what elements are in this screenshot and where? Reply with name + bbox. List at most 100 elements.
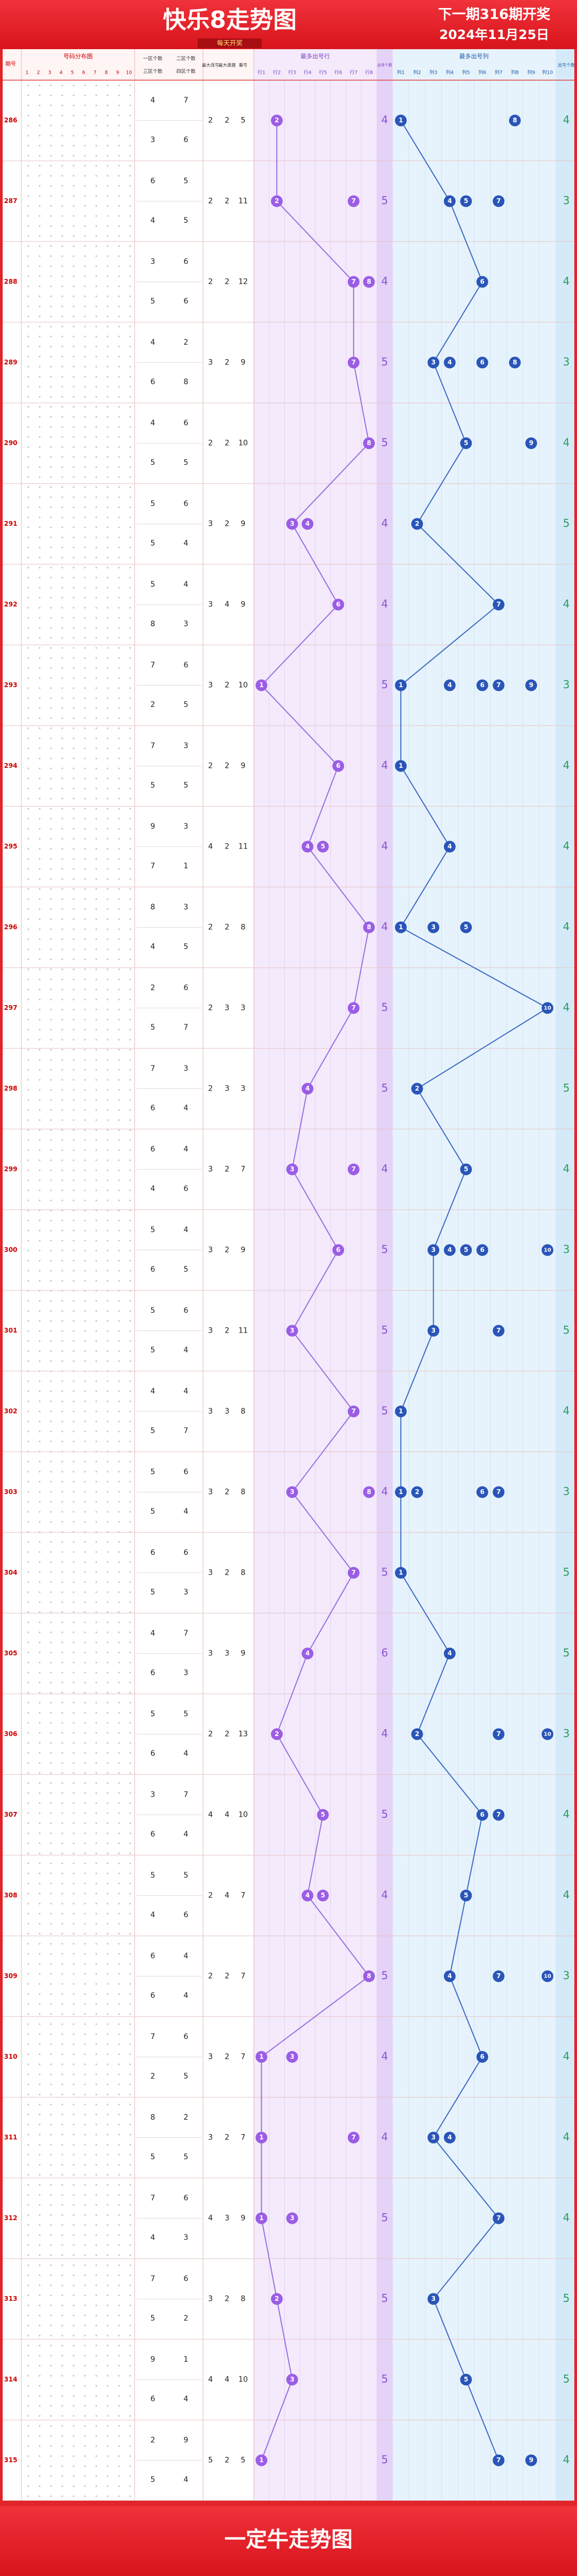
zone-count: 4 xyxy=(184,1991,189,2000)
zone-count: 4 xyxy=(151,1185,155,1193)
col-hit-label: 1 xyxy=(399,1488,403,1496)
col-count: 4 xyxy=(563,920,570,933)
row-count: 5 xyxy=(381,1001,388,1014)
row-hit-label: 4 xyxy=(305,1649,309,1657)
col-count: 4 xyxy=(563,1162,570,1175)
row-count: 5 xyxy=(381,194,388,207)
row-hit xyxy=(255,2131,268,2144)
col-count: 4 xyxy=(563,759,570,772)
row-hit-label: 7 xyxy=(352,1004,356,1011)
col-hit-label: 10 xyxy=(544,1006,551,1011)
zone-count: 6 xyxy=(184,258,189,266)
stat: 9 xyxy=(241,2214,246,2223)
col-hit-label: 3 xyxy=(431,1327,435,1334)
zone-count: 5 xyxy=(184,701,189,709)
col-hit-label: 1 xyxy=(399,1569,403,1576)
row-hit xyxy=(286,2373,298,2386)
stat: 3 xyxy=(208,2134,213,2142)
zone-count: 7 xyxy=(151,862,155,870)
row-hit-label: 7 xyxy=(352,278,356,285)
zone-count: 5 xyxy=(151,1507,155,1516)
row-count: 4 xyxy=(381,759,388,772)
col-hit xyxy=(476,679,488,691)
stat: 3 xyxy=(208,1246,213,1255)
col-hit-label: 2 xyxy=(415,1085,419,1092)
zone-count: 4 xyxy=(184,1507,189,1516)
column-header: 2 xyxy=(37,71,40,76)
stat: 2 xyxy=(225,2053,230,2061)
col-hit-label: 9 xyxy=(529,681,533,689)
col-hit-label: 4 xyxy=(448,2134,452,2141)
stat: 3 xyxy=(208,359,213,367)
stat: 10 xyxy=(238,681,248,690)
col-hit xyxy=(493,195,505,207)
stat: 3 xyxy=(208,1165,213,1174)
row-hit xyxy=(363,437,375,449)
zone-count: 4 xyxy=(151,1387,155,1396)
col-hit xyxy=(460,437,472,449)
row-count: 5 xyxy=(381,355,388,368)
stat: 13 xyxy=(238,1730,248,1739)
col-count: 4 xyxy=(563,2453,570,2466)
zone-count: 3 xyxy=(184,1064,189,1073)
row-hit-label: 3 xyxy=(290,2053,294,2060)
row-hit xyxy=(301,1083,314,1095)
col-hit xyxy=(395,679,407,691)
stat: 2 xyxy=(225,1972,230,1981)
row-hit-label: 2 xyxy=(275,116,279,124)
col-count: 3 xyxy=(563,1485,570,1498)
stat: 3 xyxy=(241,1085,246,1093)
stat: 2 xyxy=(208,116,213,125)
zone-count: 4 xyxy=(184,539,189,548)
issue: 307 xyxy=(4,1811,17,1818)
row-hit xyxy=(301,1647,314,1660)
zone-count: 6 xyxy=(184,500,189,508)
col-hit xyxy=(493,2212,505,2224)
zone-count: 1 xyxy=(184,862,189,870)
stat: 12 xyxy=(238,278,248,286)
zone-count: 5 xyxy=(184,216,189,225)
column-header: 列1 xyxy=(397,69,405,76)
stat: 2 xyxy=(225,1246,230,1255)
stat: 2 xyxy=(208,1004,213,1013)
stat: 2 xyxy=(225,762,230,771)
col-hit-label: 4 xyxy=(448,197,452,205)
col-count: 3 xyxy=(563,1243,570,1256)
stat: 4 xyxy=(208,2376,213,2384)
column-header: 行6 xyxy=(334,69,342,76)
stat: 2 xyxy=(225,116,230,125)
stat: 7 xyxy=(241,1972,246,1981)
row-hit xyxy=(332,598,345,611)
row-hit-label: 3 xyxy=(290,1165,294,1173)
zone-count: 2 xyxy=(151,701,155,709)
zone-count: 7 xyxy=(151,2194,155,2203)
stat: 11 xyxy=(238,843,248,851)
stat: 2 xyxy=(225,278,230,286)
column-header: 出号个数 xyxy=(377,63,392,67)
stat: 3 xyxy=(225,1085,230,1093)
row-hit xyxy=(286,1486,298,1498)
col-hit xyxy=(493,1809,505,1821)
next-issue: 下一期316期开奖 xyxy=(438,6,551,23)
stat: 9 xyxy=(241,1649,246,1658)
zone-count: 4 xyxy=(184,2395,189,2403)
zone-count: 6 xyxy=(184,297,189,306)
row-count: 5 xyxy=(381,1566,388,1578)
zone-count: 6 xyxy=(184,1468,189,1476)
column-header: 列5 xyxy=(462,69,470,76)
col-count: 5 xyxy=(563,1566,570,1578)
column-header: 列3 xyxy=(430,69,438,76)
column-header: 最大遗漏 xyxy=(219,63,236,68)
col-hit-label: 4 xyxy=(448,681,452,689)
zone-count: 6 xyxy=(184,419,189,427)
col-hit xyxy=(427,1325,440,1337)
col-hit-label: 10 xyxy=(544,1974,551,1980)
issue: 306 xyxy=(4,1730,17,1738)
stat: 7 xyxy=(241,2053,246,2061)
zone-count: 5 xyxy=(151,1871,155,1880)
zone-count: 2 xyxy=(151,2072,155,2081)
column-header: 列4 xyxy=(446,69,454,76)
stat: 8 xyxy=(241,1569,246,1577)
row-hit-label: 3 xyxy=(290,520,294,527)
